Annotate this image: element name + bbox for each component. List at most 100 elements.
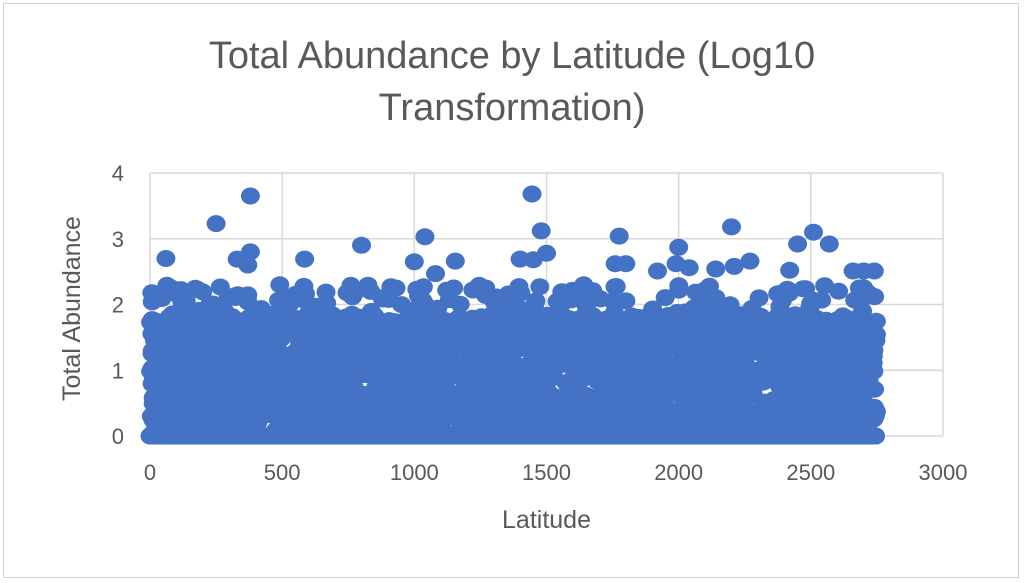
data-point	[687, 345, 707, 363]
data-point	[222, 377, 242, 395]
data-point	[617, 372, 637, 390]
data-point	[197, 407, 217, 425]
data-point	[785, 322, 805, 340]
data-point	[361, 282, 381, 300]
data-point	[706, 260, 726, 278]
y-tick-label: 1	[112, 358, 124, 383]
data-point	[478, 357, 498, 374]
data-point	[208, 364, 228, 382]
data-point	[157, 355, 177, 373]
data-point	[413, 278, 433, 296]
data-point	[180, 341, 200, 359]
data-point	[605, 357, 625, 375]
data-point	[669, 277, 689, 295]
data-point	[162, 305, 182, 323]
data-point	[499, 294, 519, 311]
data-point	[608, 337, 628, 355]
data-point	[335, 343, 355, 361]
data-point	[316, 283, 336, 301]
data-point	[469, 276, 489, 294]
data-point	[338, 367, 358, 385]
data-point	[259, 353, 279, 371]
data-point	[809, 344, 828, 362]
data-point	[823, 368, 842, 386]
data-point	[601, 320, 621, 338]
data-point	[815, 277, 835, 295]
data-point	[720, 296, 740, 314]
data-point	[757, 395, 777, 413]
data-point	[724, 257, 744, 275]
data-point	[404, 253, 424, 271]
data-point	[431, 385, 451, 403]
data-point	[188, 280, 207, 298]
data-point	[608, 393, 628, 411]
data-point	[606, 278, 626, 295]
data-point	[757, 346, 777, 364]
data-point	[827, 330, 847, 348]
x-axis-label: Latitude	[502, 506, 591, 534]
x-tick-label: 2500	[786, 460, 835, 485]
data-point	[358, 403, 378, 421]
data-point	[749, 289, 769, 307]
data-point	[704, 338, 724, 356]
data-point	[460, 385, 480, 403]
data-point	[609, 227, 629, 245]
data-points	[140, 185, 886, 445]
data-point	[243, 319, 262, 337]
data-point	[616, 255, 636, 273]
data-point	[377, 381, 397, 399]
data-point	[445, 252, 465, 270]
data-point	[722, 218, 741, 236]
data-point	[404, 390, 424, 408]
data-point	[392, 360, 411, 378]
data-point	[622, 307, 642, 325]
data-point	[751, 363, 770, 380]
y-tick-label: 0	[112, 424, 124, 449]
data-point	[713, 366, 733, 384]
data-point	[314, 413, 334, 430]
data-point	[853, 389, 873, 407]
data-point	[460, 328, 479, 346]
data-point	[731, 349, 751, 367]
data-point	[240, 187, 260, 205]
data-point	[607, 406, 627, 424]
data-point	[142, 325, 162, 343]
data-point	[563, 315, 583, 332]
data-point	[178, 321, 198, 339]
data-point	[429, 356, 449, 373]
data-point	[846, 365, 866, 383]
data-point	[640, 393, 660, 411]
data-point	[556, 374, 576, 392]
data-point	[156, 250, 176, 267]
data-point	[415, 228, 435, 246]
data-point	[530, 278, 550, 296]
data-point	[406, 300, 426, 318]
data-point	[837, 318, 857, 336]
data-point	[864, 362, 884, 380]
data-point	[531, 222, 551, 240]
data-point	[854, 289, 874, 307]
data-point	[812, 386, 832, 404]
data-point	[238, 286, 258, 304]
data-point	[616, 292, 636, 310]
data-point	[244, 353, 264, 371]
data-point	[784, 392, 804, 410]
data-point	[252, 367, 272, 385]
data-point	[548, 402, 568, 419]
data-point	[520, 383, 540, 401]
data-point	[352, 236, 371, 254]
data-point	[301, 384, 321, 402]
x-tick-label: 2000	[654, 460, 703, 485]
data-point	[335, 387, 355, 405]
data-point	[374, 413, 394, 431]
data-point	[337, 284, 357, 302]
data-point	[386, 338, 406, 356]
data-point	[445, 312, 465, 330]
data-point	[659, 362, 679, 380]
data-point	[568, 385, 588, 403]
data-point	[804, 223, 823, 241]
data-point	[806, 403, 826, 421]
y-tick-label: 4	[112, 161, 124, 186]
data-point	[679, 259, 699, 277]
data-point	[585, 368, 605, 386]
